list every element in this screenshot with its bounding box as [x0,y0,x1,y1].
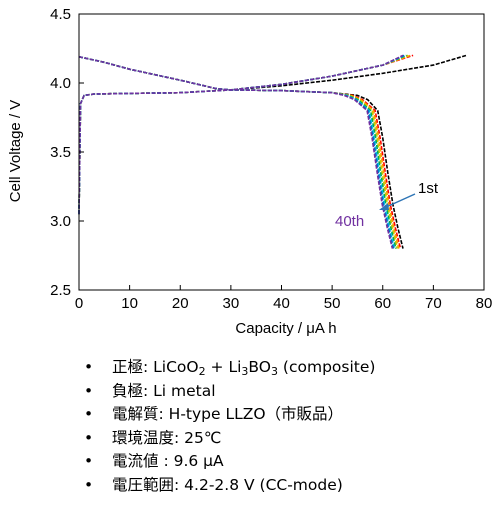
subscript-text: 2 [198,365,206,378]
series-line-40th-discharge [78,56,394,249]
first-cycle-annotation: 1st [418,180,439,197]
condition-label: 正極 [112,358,144,376]
condition-item: • 正極: LiCoO2 + Li3BO3 (composite) [84,356,375,380]
condition-value: Li metal [153,381,216,400]
voltage-capacity-chart: 0 10 20 30 40 50 60 70 80 2.5 3.0 3.5 4.0 4.5 Capaci… [7,6,493,337]
condition-label: 電流値 [112,452,159,470]
series-line-1st-charge [78,54,467,215]
condition-value: LiCoO [153,358,199,376]
condition-label: 電圧範囲 [112,475,175,494]
subscript-text: 3 [270,365,278,378]
y-axis-ticks: 2.5 3.0 3.5 4.0 4.5 [50,6,84,299]
bullet-icon: • [84,428,94,447]
condition-value: + Li [205,358,242,376]
condition-item: • 環境温度: 25℃ [84,427,375,451]
condition-separator: : [143,358,154,376]
series-line-20th-charge [78,54,409,215]
condition-separator: : [174,428,185,447]
y-tick-label: 4.5 [50,6,71,23]
condition-value: H-type LLZO（市販品） [168,405,344,423]
condition-value: 4.2-2.8 V (CC-mode) [184,475,343,494]
condition-item: • 電圧範囲: 4.2-2.8 V (CC-mode) [84,474,375,498]
bullet-icon: • [84,358,94,376]
series-line-25th-charge [78,54,407,215]
x-tick-label: 10 [121,295,138,312]
condition-separator: : [143,381,154,400]
condition-separator: : [158,452,174,470]
x-tick-label: 60 [374,295,391,312]
x-tick-label: 70 [425,295,442,312]
x-tick-label: 50 [324,295,341,312]
cycle-progression-arrow [379,193,416,210]
condition-value: (composite) [277,358,376,376]
bullet-icon: • [84,405,94,423]
condition-separator: : [174,475,185,494]
x-axis-label: Capacity / μA h [235,320,336,337]
condition-label: 環境温度 [112,428,175,447]
condition-label: 負極 [112,381,144,400]
condition-item: • 負極: Li metal [84,380,375,404]
cycle-curves [78,54,467,249]
condition-item: • 電流値 : 9.6 μA [84,450,375,474]
bullet-icon: • [84,452,94,470]
condition-label: 電解質 [112,405,159,423]
series-line-10th-charge [78,54,411,215]
condition-item: • 電解質: H-type LLZO（市販品） [84,403,375,427]
x-tick-label: 30 [223,295,240,312]
x-axis-ticks: 0 10 20 30 40 50 60 70 80 [75,285,493,312]
experimental-conditions-list: • 正極: LiCoO2 + Li3BO3 (composite) • 負極: Li … [84,356,375,497]
y-tick-label: 3.0 [50,213,71,230]
subscript-text: 3 [241,365,249,378]
bullet-icon: • [84,381,94,400]
y-tick-label: 3.5 [50,144,71,161]
condition-value: BO [248,358,271,376]
x-tick-label: 40 [273,295,290,312]
y-tick-label: 2.5 [50,282,71,299]
bullet-icon: • [84,475,94,494]
plot-frame [78,13,485,291]
fortieth-cycle-annotation: 40th [335,213,364,230]
x-tick-label: 80 [476,295,493,312]
condition-separator: : [158,405,169,423]
series-line-35th-charge [78,54,405,215]
series-line-40th-charge [78,54,404,215]
x-tick-label: 20 [172,295,189,312]
series-line-30th-charge [78,54,406,215]
y-axis-label: Cell Voltage / V [7,100,24,203]
x-tick-label: 0 [75,295,83,312]
condition-value: 25℃ [184,428,222,447]
y-tick-label: 4.0 [50,75,71,92]
series-line-2nd-charge [78,54,414,215]
condition-value: 9.6 μA [173,452,224,470]
